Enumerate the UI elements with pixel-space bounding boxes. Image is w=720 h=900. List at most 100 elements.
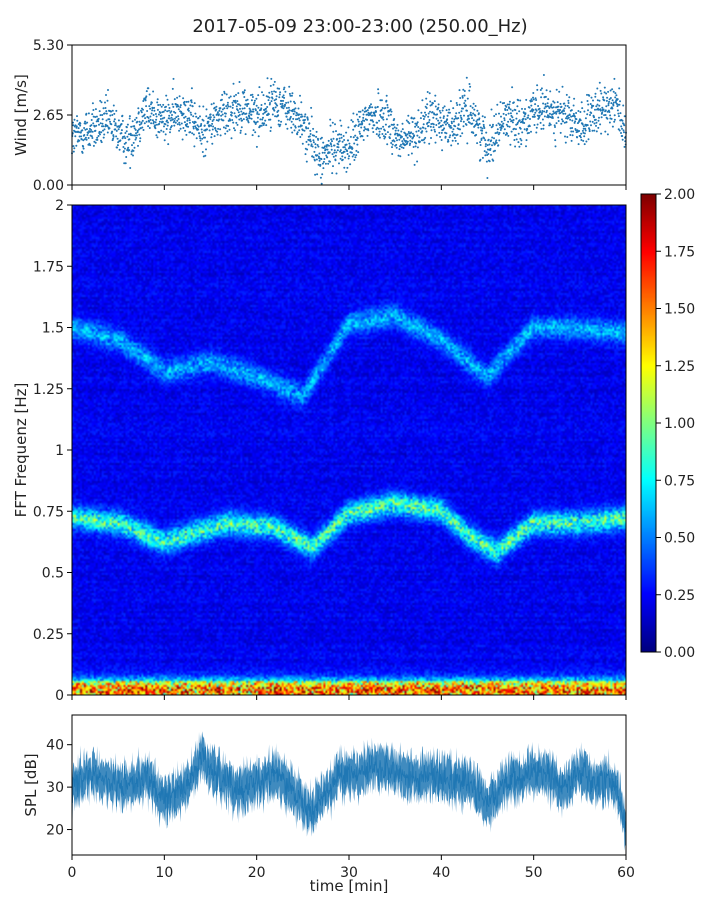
wind-point xyxy=(271,97,274,100)
wind-point xyxy=(355,139,358,141)
wind-point xyxy=(305,127,308,130)
wind-point xyxy=(465,123,468,126)
wind-point xyxy=(494,149,496,152)
wind-point xyxy=(308,122,311,125)
wind-point xyxy=(586,93,588,96)
wind-point xyxy=(401,140,404,143)
wind-point xyxy=(109,120,111,123)
wind-point xyxy=(434,141,437,144)
wind-point xyxy=(397,154,400,157)
wind-point xyxy=(276,104,279,107)
wind-point xyxy=(216,111,219,114)
wind-point xyxy=(185,100,188,103)
wind-point xyxy=(406,136,409,139)
wind-point xyxy=(362,139,365,141)
wind-point xyxy=(371,127,374,130)
wind-point xyxy=(82,145,85,148)
wind-point xyxy=(442,115,445,118)
wind-point xyxy=(611,107,614,110)
wind-point xyxy=(378,136,381,139)
wind-point xyxy=(110,110,112,113)
wind-point xyxy=(462,88,465,91)
wind-point xyxy=(540,87,543,90)
wind-point xyxy=(611,88,614,91)
wind-point xyxy=(608,98,611,101)
wind-point xyxy=(102,136,105,139)
wind-point xyxy=(595,121,598,124)
wind-point xyxy=(539,121,542,124)
wind-point xyxy=(384,133,387,136)
wind-point xyxy=(382,125,385,128)
wind-point xyxy=(513,139,516,141)
wind-point xyxy=(623,131,625,134)
wind-point xyxy=(367,129,370,132)
wind-point xyxy=(127,133,130,136)
wind-point xyxy=(593,116,595,119)
wind-point xyxy=(560,105,563,108)
wind-point xyxy=(426,103,429,106)
wind-point xyxy=(350,119,353,122)
wind-point xyxy=(296,133,299,136)
wind-point xyxy=(362,113,365,116)
wind-point xyxy=(90,124,93,127)
spl-xtick-label: 30 xyxy=(340,865,358,881)
wind-point xyxy=(479,141,482,144)
wind-point xyxy=(212,118,215,121)
wind-point xyxy=(116,144,119,147)
wind-point xyxy=(399,155,402,158)
wind-point xyxy=(145,120,148,123)
wind-point xyxy=(72,145,75,148)
wind-point xyxy=(496,131,499,134)
wind-point xyxy=(474,105,477,107)
wind-point xyxy=(583,132,586,135)
wind-point xyxy=(262,112,265,115)
wind-point xyxy=(339,157,342,160)
wind-point xyxy=(259,118,262,121)
wind-point xyxy=(124,162,127,165)
wind-point xyxy=(241,107,244,110)
wind-point xyxy=(101,114,104,116)
wind-point xyxy=(406,133,409,136)
wind-point xyxy=(162,103,165,106)
wind-point xyxy=(440,124,443,127)
wind-point xyxy=(76,115,78,118)
wind-point xyxy=(352,112,355,115)
wind-point xyxy=(164,123,167,126)
wind-point xyxy=(576,136,579,139)
wind-point xyxy=(578,130,581,132)
wind-point xyxy=(484,154,487,157)
wind-point xyxy=(262,116,264,119)
wind-point xyxy=(567,102,570,104)
wind-point xyxy=(279,103,282,105)
wind-point xyxy=(271,113,274,116)
wind-point xyxy=(394,132,397,135)
wind-point xyxy=(230,137,233,140)
wind-point xyxy=(91,137,94,139)
wind-point xyxy=(218,109,221,112)
wind-point xyxy=(607,102,610,105)
wind-point xyxy=(444,123,447,126)
wind-point xyxy=(587,109,589,112)
wind-point xyxy=(579,119,582,122)
wind-point xyxy=(449,125,452,127)
wind-point xyxy=(281,104,284,107)
wind-point xyxy=(563,102,566,105)
wind-point xyxy=(183,116,186,119)
wind-point xyxy=(321,151,324,154)
wind-point xyxy=(178,121,181,124)
wind-point xyxy=(435,117,438,120)
spl-xtick-label: 60 xyxy=(617,865,635,881)
wind-point xyxy=(452,120,455,123)
wind-point xyxy=(231,101,234,104)
wind-point xyxy=(136,120,139,123)
wind-point xyxy=(251,96,254,98)
wind-point xyxy=(168,107,171,109)
wind-point xyxy=(387,114,390,117)
wind-point xyxy=(532,98,535,101)
wind-point xyxy=(609,97,612,99)
wind-point xyxy=(205,108,208,111)
wind-point xyxy=(177,118,180,120)
wind-point xyxy=(290,120,293,123)
wind-point xyxy=(404,132,407,135)
